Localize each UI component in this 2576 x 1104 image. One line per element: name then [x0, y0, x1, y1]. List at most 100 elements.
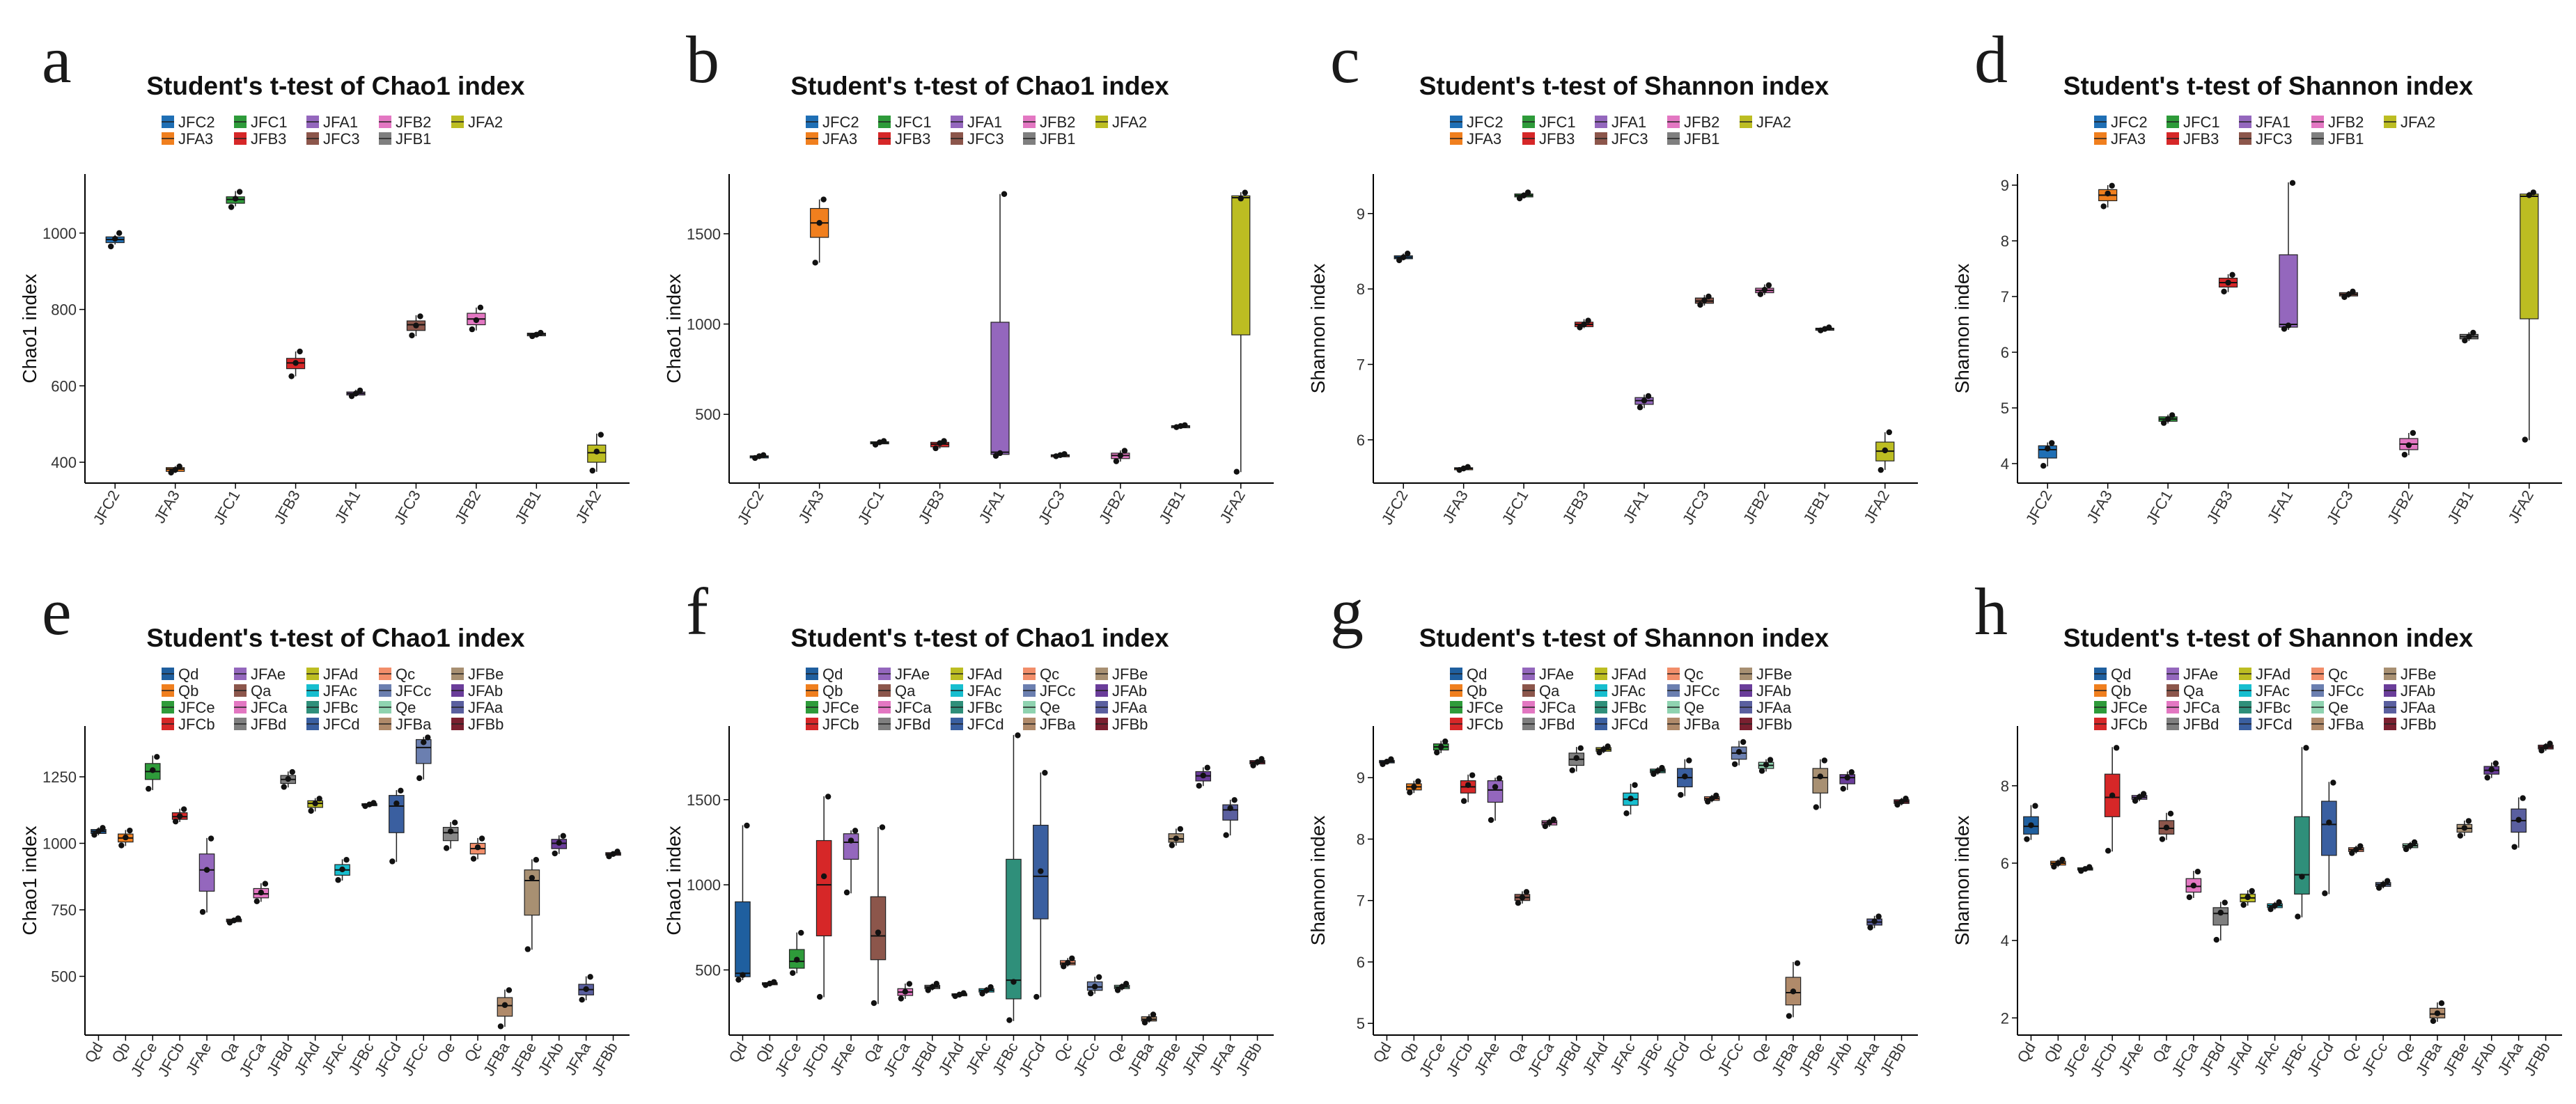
x-tick-label: JFCe — [772, 1039, 805, 1080]
legend-label: Qb — [822, 682, 843, 700]
box-JFB1 — [1815, 324, 1834, 333]
legend-label: JFAe — [1539, 665, 1574, 683]
legend-label: JFCa — [251, 699, 288, 716]
legend-label: JFAc — [1611, 682, 1646, 700]
legend-item-JFAd: JFAd — [2239, 665, 2290, 683]
legend-label: JFBe — [1112, 665, 1148, 683]
data-point — [348, 393, 355, 400]
data-point — [1465, 464, 1471, 471]
data-point — [1550, 816, 1557, 823]
data-point — [1238, 196, 1244, 202]
legend-label: JFCa — [2183, 699, 2220, 716]
data-point — [2140, 791, 2147, 797]
legend-label: Qb — [178, 682, 198, 700]
data-point — [2190, 883, 2197, 889]
x-tick-label: JFCe — [127, 1039, 161, 1080]
legend-item-JFBe: JFBe — [1740, 665, 1792, 683]
x-tick-label: JFC3 — [1035, 487, 1068, 528]
data-point — [2105, 848, 2111, 854]
data-point — [1015, 732, 1021, 739]
data-point — [2225, 279, 2231, 286]
data-point — [1227, 805, 1233, 812]
x-tick-label: JFCb — [2087, 1039, 2121, 1080]
legend-label: JFAd — [967, 665, 1002, 683]
x-tick-label: JFBe — [507, 1039, 540, 1079]
data-point — [2341, 294, 2348, 300]
data-point — [2465, 818, 2472, 824]
legend-item-JFAa: JFAa — [451, 699, 504, 716]
box-JFCc — [415, 734, 432, 782]
data-point — [1697, 301, 1703, 308]
x-tick-label: JFB1 — [2444, 487, 2476, 527]
data-point — [593, 448, 600, 455]
box-JFC1 — [2158, 412, 2178, 426]
x-tick-label: Qa — [2149, 1039, 2175, 1066]
legend-label: Qa — [895, 682, 916, 700]
chart-title: Student's t-test of Shannon index — [2063, 624, 2474, 652]
y-axis-label: Shannon index — [1307, 816, 1329, 946]
box-JFCb — [815, 794, 832, 1000]
data-point — [852, 828, 859, 834]
x-tick-label: Qd — [81, 1039, 106, 1066]
legend-item-JFBb: JFBb — [451, 716, 504, 733]
legend-label: JFCd — [1611, 716, 1648, 733]
box-Qa — [1514, 889, 1531, 906]
panel-letter: b — [686, 22, 719, 97]
chart-panel-a: a Student's t-test of Chao1 index JFC2 JFC1… — [0, 0, 643, 550]
box-iqr — [2321, 801, 2337, 856]
data-point — [232, 196, 239, 202]
x-tick-label: Qb — [2040, 1039, 2066, 1066]
box-JFA2 — [1231, 189, 1251, 475]
data-point — [2462, 338, 2468, 344]
x-tick-label: Qe — [1749, 1039, 1774, 1066]
legend-item-JFB1: JFB1 — [2311, 130, 2364, 148]
x-tick-label: JFA2 — [1860, 487, 1893, 526]
legend-label: JFCd — [967, 716, 1004, 733]
data-point — [1650, 771, 1657, 778]
data-point — [1821, 757, 1828, 764]
x-tick-label: JFA1 — [2264, 487, 2297, 526]
box-JFBd — [924, 981, 941, 993]
data-point — [560, 833, 566, 839]
data-point — [473, 317, 480, 324]
data-point — [2100, 203, 2107, 210]
data-point — [875, 929, 882, 936]
x-tick-label: JFBa — [2412, 1039, 2446, 1079]
data-point — [1573, 755, 1579, 762]
data-point — [172, 466, 178, 473]
legend-label: JFC3 — [2256, 130, 2293, 148]
box-JFCc — [1731, 739, 1747, 767]
box-JFAc — [334, 856, 350, 883]
y-tick-label: 1000 — [687, 876, 721, 894]
box-JFAd — [2240, 888, 2256, 908]
box-iqr — [1812, 768, 1829, 794]
y-tick-label: 1000 — [42, 225, 77, 242]
data-point — [339, 866, 345, 873]
legend-label: Qa — [1539, 682, 1560, 700]
legend-item-JFAc: JFAc — [2239, 682, 2290, 700]
data-point — [258, 889, 265, 896]
box-iqr — [2279, 254, 2298, 328]
legend-label: JFCa — [895, 699, 932, 716]
box-JFBa — [497, 987, 513, 1030]
legend-item-JFCa: JFCa — [234, 699, 288, 716]
data-point — [2051, 863, 2057, 870]
legend-item-Qe: Qe — [1667, 699, 1704, 716]
legend-label: JFB1 — [1684, 130, 1719, 148]
chart-title: Student's t-test of Shannon index — [1419, 624, 1829, 652]
legend-label: Qc — [2328, 665, 2348, 683]
y-tick-label: 500 — [51, 968, 77, 986]
data-point — [1894, 801, 1900, 808]
data-point — [292, 360, 299, 366]
legend-label: JFAb — [2401, 682, 2435, 700]
data-point — [1817, 773, 1824, 780]
legend-label: JFCe — [1467, 699, 1504, 716]
y-tick-label: 8 — [2001, 232, 2009, 250]
data-point — [253, 898, 260, 905]
legend-label: JFBd — [895, 716, 930, 733]
data-point — [744, 822, 750, 829]
legend-item-Qe: Qe — [1023, 699, 1060, 716]
data-point — [1258, 756, 1265, 762]
legend-item-JFCa: JFCa — [878, 699, 932, 716]
x-tick-label: Qd — [2013, 1039, 2038, 1066]
